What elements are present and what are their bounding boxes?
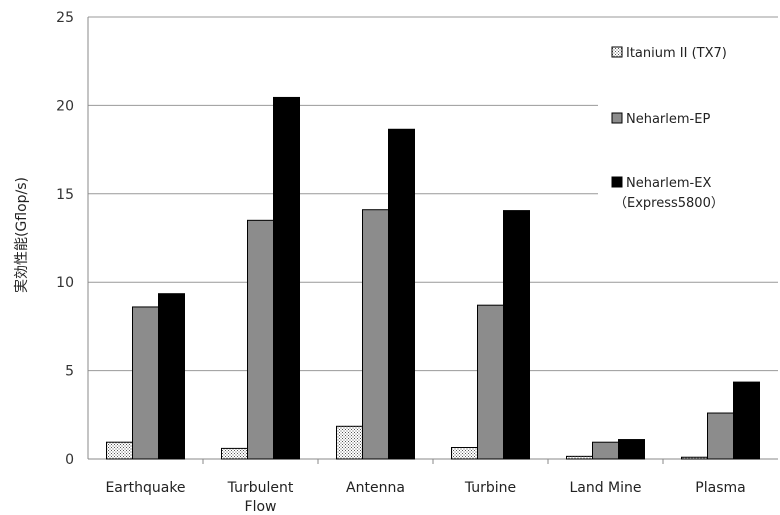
legend-background [598,35,778,235]
y-tick-label: 5 [65,364,74,380]
bar [707,412,734,460]
x-tick-label: Earthquake [105,480,185,496]
bar [336,425,363,460]
x-tick-label: Plasma [695,480,745,496]
x-tick-label-line: Land Mine [569,480,641,496]
x-tick-label-line: Turbine [464,480,516,496]
x-tick-label: Land Mine [569,480,641,496]
bar [106,441,133,460]
bar [681,456,708,460]
legend-swatch [611,112,623,124]
legend-label: Neharlem-EP [626,112,710,127]
y-tick-labels: 0 5 10 15 20 25 [56,10,74,468]
x-tick-label-line: Flow [245,499,277,515]
bar [451,447,478,460]
bar [477,304,504,460]
bar [221,447,248,460]
bar [158,293,185,460]
x-tick-label: Turbine [464,480,516,496]
bar [388,128,415,460]
legend-label-line: Neharlem-EP [626,112,710,127]
bars [106,96,760,460]
bar [503,210,530,460]
legend: Itanium II (TX7) Neharlem-EP Neharlem-EX （E… [598,35,778,235]
legend-label: Itanium II (TX7) [626,46,727,61]
x-tick-label-line: Turbulent [227,480,294,496]
legend-swatch [611,46,623,58]
legend-label-line: Neharlem-EX [626,176,711,191]
legend-swatch [611,176,623,188]
x-tick-label-line: Antenna [346,480,405,496]
axes [87,17,778,464]
legend-label-line: Itanium II (TX7) [626,46,727,61]
bar [273,96,300,460]
x-tick-label-line: Earthquake [105,480,185,496]
y-tick-label: 20 [56,98,74,114]
y-tick-label: 25 [56,10,74,26]
legend-label: Neharlem-EX （Express5800） [614,176,724,211]
y-tick-label: 0 [65,452,74,468]
bar [132,306,159,460]
bar [247,219,274,460]
legend-label-line: （Express5800） [614,196,724,211]
x-tick-label: Turbulent Flow [227,480,294,515]
x-tick-label-line: Plasma [695,480,745,496]
bar [362,209,389,460]
y-tick-label: 15 [56,187,74,203]
x-tick-label: Antenna [346,480,405,496]
y-axis-label: 実効性能(Gflop/s) [14,177,30,293]
y-tick-label: 10 [56,275,74,291]
bar [566,455,593,460]
bar [618,439,645,460]
x-tick-labels: Earthquake Turbulent Flow Antenna Turbine Lan… [105,480,745,515]
bar [592,441,619,460]
bar [733,381,760,460]
